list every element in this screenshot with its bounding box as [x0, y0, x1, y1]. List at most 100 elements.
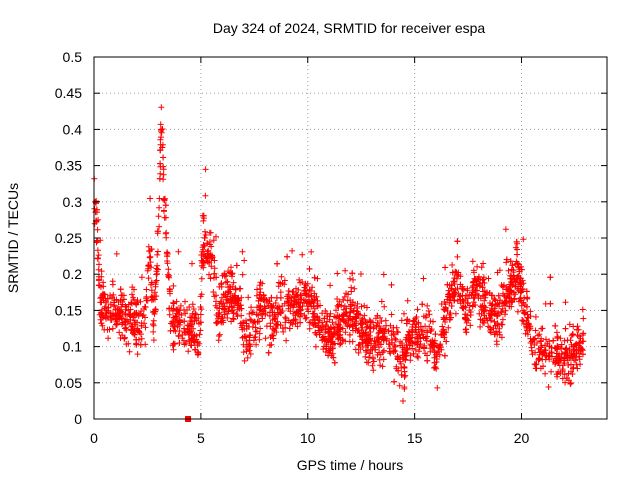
data-point	[319, 319, 326, 326]
data-point	[246, 347, 253, 354]
data-point	[331, 326, 338, 332]
data-point	[142, 314, 148, 321]
data-point	[548, 344, 555, 351]
data-point	[577, 361, 584, 368]
data-point	[100, 283, 107, 290]
data-point	[514, 273, 521, 280]
data-point	[166, 274, 172, 281]
data-point	[431, 343, 438, 350]
data-point	[297, 299, 304, 306]
data-point	[182, 329, 189, 336]
data-point	[237, 302, 244, 309]
data-point	[543, 336, 549, 343]
data-point	[358, 271, 364, 277]
data-point	[471, 269, 477, 276]
data-point	[229, 273, 235, 280]
data-point	[580, 330, 587, 337]
data-point	[185, 348, 192, 355]
data-point	[321, 337, 328, 344]
data-point	[286, 325, 293, 332]
data-point	[323, 345, 330, 352]
data-point	[284, 253, 291, 260]
data-point	[200, 212, 207, 219]
data-point	[168, 305, 175, 312]
data-point	[514, 260, 521, 267]
data-point	[374, 312, 381, 319]
data-point	[146, 254, 153, 261]
data-point	[388, 332, 395, 339]
data-point	[195, 315, 202, 322]
data-point	[153, 271, 160, 278]
data-point	[296, 303, 303, 310]
data-point	[265, 349, 272, 356]
data-point	[154, 230, 161, 237]
data-point	[424, 329, 431, 336]
data-point	[308, 248, 315, 255]
data-point	[285, 299, 292, 306]
data-point	[451, 297, 458, 304]
data-point	[254, 304, 260, 311]
data-point	[221, 303, 228, 310]
data-point	[181, 318, 188, 325]
data-point	[176, 307, 183, 314]
data-point	[152, 306, 159, 313]
data-point	[182, 340, 189, 347]
data-point	[342, 319, 349, 326]
y-tick-label: 0.2	[63, 266, 83, 282]
data-points	[91, 104, 587, 422]
data-point	[228, 304, 235, 311]
data-point	[330, 354, 337, 361]
data-point	[358, 303, 365, 310]
data-point	[153, 293, 160, 300]
data-point	[576, 333, 583, 340]
data-point	[419, 301, 426, 308]
data-point	[150, 317, 157, 324]
data-point	[282, 314, 289, 321]
data-point	[307, 288, 314, 294]
data-point	[395, 367, 402, 374]
chart-title: Day 324 of 2024, SRMTID for receiver esp…	[213, 20, 486, 36]
data-point	[532, 361, 539, 368]
data-point	[302, 315, 309, 322]
data-point	[161, 207, 167, 214]
y-tick-label: 0	[74, 411, 82, 427]
data-point	[210, 237, 217, 244]
data-point	[101, 326, 108, 333]
data-point	[297, 319, 304, 326]
x-tick-label: 5	[197, 430, 205, 446]
data-point	[170, 300, 177, 307]
data-point	[160, 163, 167, 170]
data-point	[314, 275, 321, 282]
data-point	[156, 175, 163, 182]
data-point	[232, 292, 239, 299]
data-point	[455, 271, 462, 278]
data-point	[158, 104, 165, 111]
data-point	[519, 277, 526, 284]
data-point	[572, 357, 579, 364]
data-point	[240, 341, 247, 348]
data-point	[413, 321, 420, 328]
data-point	[431, 359, 438, 366]
data-point	[311, 274, 318, 281]
data-point	[172, 328, 179, 335]
data-point	[379, 327, 386, 334]
data-point	[279, 325, 286, 332]
data-point	[491, 331, 498, 338]
data-point	[191, 333, 198, 340]
data-point	[233, 262, 240, 269]
data-point	[524, 311, 531, 318]
data-point	[410, 350, 417, 357]
data-point	[137, 310, 144, 317]
data-point	[148, 246, 155, 253]
data-point	[580, 351, 586, 358]
data-point	[528, 344, 535, 351]
data-point	[462, 304, 469, 311]
data-point	[99, 290, 106, 297]
data-point	[230, 279, 237, 286]
data-point	[454, 238, 461, 245]
data-point	[166, 311, 173, 318]
data-point	[374, 334, 381, 341]
data-point	[510, 267, 517, 274]
data-point	[346, 323, 353, 330]
